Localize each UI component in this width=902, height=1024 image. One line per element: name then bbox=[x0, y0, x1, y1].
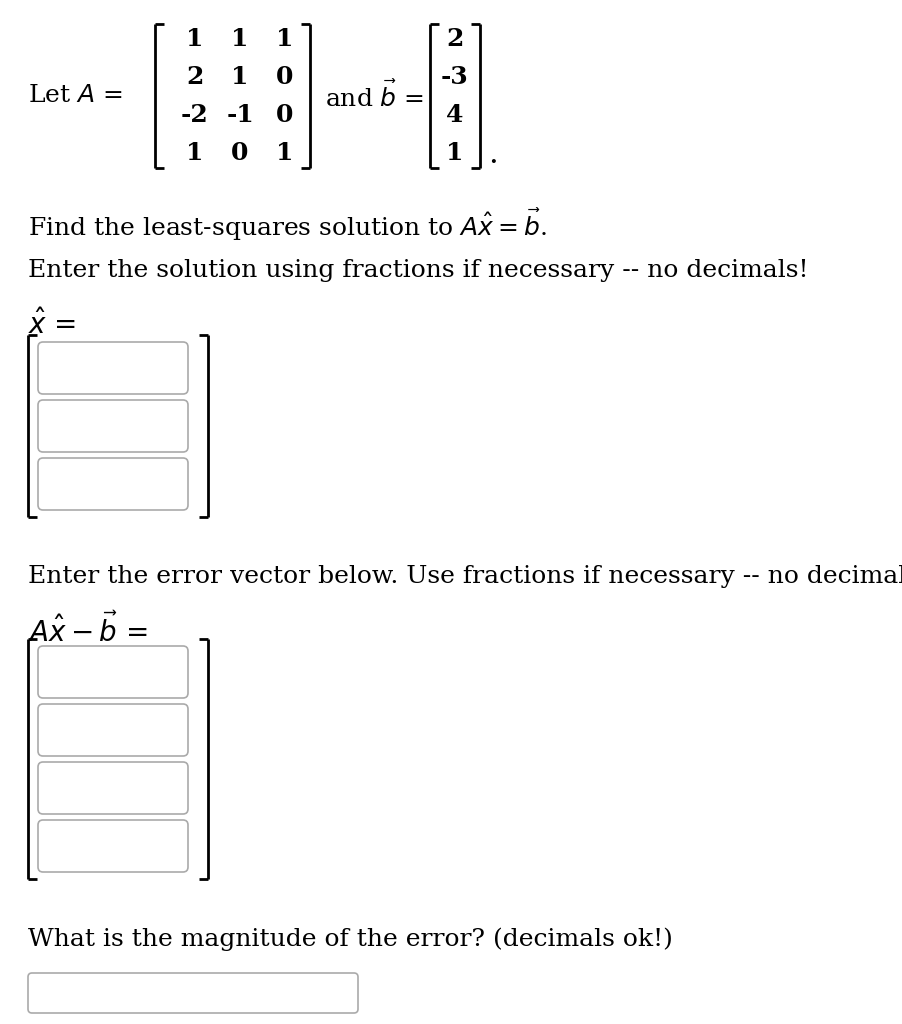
FancyBboxPatch shape bbox=[38, 458, 188, 510]
Text: 0: 0 bbox=[276, 65, 294, 89]
Text: 1: 1 bbox=[187, 141, 204, 165]
Text: 0: 0 bbox=[231, 141, 249, 165]
Text: Enter the solution using fractions if necessary -- no decimals!: Enter the solution using fractions if ne… bbox=[28, 259, 808, 282]
Text: and $\vec{b}$ =: and $\vec{b}$ = bbox=[325, 81, 424, 112]
FancyBboxPatch shape bbox=[38, 342, 188, 394]
Text: 4: 4 bbox=[446, 103, 464, 127]
Text: $A\hat{x} - \vec{b}$ =: $A\hat{x} - \vec{b}$ = bbox=[28, 613, 148, 648]
Text: -1: -1 bbox=[226, 103, 253, 127]
FancyBboxPatch shape bbox=[38, 762, 188, 814]
Text: Let $A$ =: Let $A$ = bbox=[28, 85, 123, 108]
Text: 1: 1 bbox=[276, 141, 294, 165]
Text: Find the least-squares solution to $A\hat{x} = \vec{b}$.: Find the least-squares solution to $A\ha… bbox=[28, 207, 547, 243]
Text: 2: 2 bbox=[187, 65, 204, 89]
FancyBboxPatch shape bbox=[38, 646, 188, 698]
FancyBboxPatch shape bbox=[38, 400, 188, 452]
Text: 1: 1 bbox=[187, 27, 204, 51]
Text: $\hat{x}$ =: $\hat{x}$ = bbox=[28, 309, 77, 340]
Text: 1: 1 bbox=[446, 141, 464, 165]
Text: What is the magnitude of the error? (decimals ok!): What is the magnitude of the error? (dec… bbox=[28, 927, 673, 950]
Text: 0: 0 bbox=[276, 103, 294, 127]
Text: 2: 2 bbox=[446, 27, 464, 51]
Text: 1: 1 bbox=[231, 65, 249, 89]
Text: 1: 1 bbox=[231, 27, 249, 51]
Text: Enter the error vector below. Use fractions if necessary -- no decimals!: Enter the error vector below. Use fracti… bbox=[28, 565, 902, 588]
FancyBboxPatch shape bbox=[38, 705, 188, 756]
FancyBboxPatch shape bbox=[28, 973, 358, 1013]
Text: -2: -2 bbox=[181, 103, 209, 127]
Text: -3: -3 bbox=[441, 65, 469, 89]
Text: 1: 1 bbox=[276, 27, 294, 51]
Text: .: . bbox=[488, 139, 498, 170]
FancyBboxPatch shape bbox=[38, 820, 188, 872]
